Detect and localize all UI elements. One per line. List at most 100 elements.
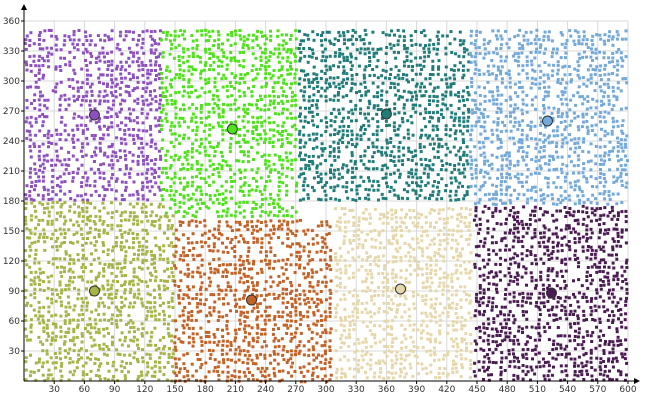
point (594, 106, 598, 110)
point (323, 328, 327, 332)
point (54, 193, 58, 197)
point (474, 67, 478, 71)
point (229, 241, 233, 245)
point (84, 266, 88, 270)
point (94, 61, 98, 64)
point (127, 116, 131, 120)
point (226, 95, 230, 99)
point (106, 99, 110, 103)
point (93, 179, 97, 183)
point (423, 196, 427, 200)
point (111, 378, 115, 382)
point (106, 211, 110, 215)
point (319, 119, 323, 123)
point (42, 73, 45, 77)
point (564, 196, 568, 200)
point (414, 103, 418, 107)
point (260, 155, 264, 158)
point (208, 284, 212, 288)
point (24, 222, 28, 226)
point (243, 168, 247, 172)
point (150, 374, 154, 378)
point (328, 331, 332, 335)
point (71, 171, 75, 174)
point (68, 60, 72, 64)
point (182, 69, 186, 73)
point (224, 288, 228, 292)
point (491, 197, 495, 201)
point (150, 223, 154, 227)
point (30, 241, 34, 245)
point (381, 68, 385, 72)
point (526, 42, 530, 46)
point (580, 125, 584, 129)
point (157, 318, 161, 322)
point (281, 348, 285, 352)
point (173, 341, 177, 345)
point (111, 258, 115, 262)
point (241, 46, 245, 50)
point (389, 73, 392, 76)
point (616, 86, 620, 90)
point (260, 245, 264, 249)
point (58, 159, 62, 163)
point (290, 116, 294, 120)
point (563, 46, 567, 50)
point (119, 214, 123, 218)
point (526, 197, 530, 201)
point (337, 198, 341, 202)
point (271, 280, 275, 284)
point (264, 60, 268, 64)
point (319, 258, 323, 262)
point (255, 237, 259, 241)
point (172, 181, 176, 185)
point (136, 282, 140, 286)
point (520, 172, 524, 176)
point (286, 237, 290, 241)
point (297, 250, 301, 254)
point (37, 64, 41, 68)
point (217, 257, 221, 261)
point (560, 42, 564, 46)
point (473, 202, 477, 206)
point (49, 342, 53, 346)
point (95, 56, 98, 60)
point (530, 158, 534, 162)
point (215, 210, 219, 214)
point (449, 189, 453, 193)
point (123, 261, 127, 265)
point (295, 229, 299, 233)
point (29, 138, 33, 142)
point (80, 86, 83, 89)
point (269, 250, 273, 254)
point (97, 194, 101, 198)
point (76, 43, 79, 47)
point (80, 233, 84, 236)
point (37, 310, 41, 314)
point (414, 30, 418, 33)
point (332, 64, 336, 68)
point (59, 214, 62, 218)
point (85, 206, 89, 210)
point (504, 85, 508, 89)
point (137, 154, 140, 158)
point (351, 198, 355, 202)
point (150, 273, 154, 277)
point (243, 94, 247, 98)
point (466, 185, 470, 189)
point (325, 233, 329, 237)
point (555, 150, 558, 154)
point (620, 184, 624, 187)
point (132, 222, 135, 226)
point (565, 172, 569, 176)
point (33, 232, 37, 236)
point (251, 132, 255, 136)
point (182, 258, 185, 262)
point (380, 192, 384, 196)
point (277, 197, 281, 201)
point (55, 200, 59, 204)
point (546, 35, 550, 39)
point (123, 291, 127, 295)
point (260, 197, 264, 201)
point (355, 48, 359, 52)
